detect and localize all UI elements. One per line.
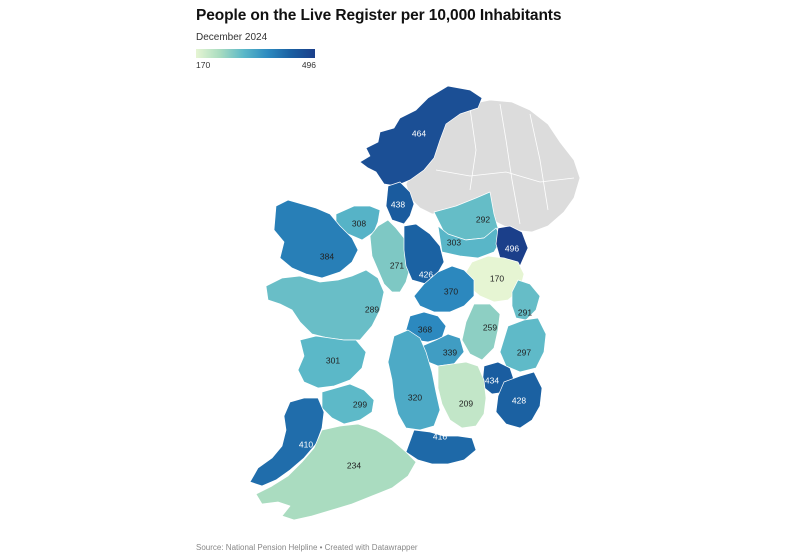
county-region <box>369 219 411 293</box>
county-region <box>499 317 547 373</box>
county-value-label: 426 <box>419 269 433 279</box>
northern-ireland-shape <box>405 99 581 233</box>
northern-ireland-region <box>405 99 581 233</box>
source-note: Source: National Pension Helpline • Crea… <box>196 543 418 552</box>
county-value-label: 299 <box>353 399 367 409</box>
county-value-label: 301 <box>326 355 340 365</box>
county-region <box>297 335 367 389</box>
county-value-label: 271 <box>390 260 404 270</box>
legend-max-label: 496 <box>301 60 316 70</box>
county-value-label: 289 <box>365 304 379 314</box>
ni-internal-borders <box>435 103 575 225</box>
map-title: People on the Live Register per 10,000 I… <box>196 7 562 24</box>
county-region <box>321 383 375 425</box>
county-value-label: 496 <box>505 243 519 253</box>
county-value-label: 464 <box>412 128 426 138</box>
county-region <box>495 371 543 429</box>
county-value-label: 438 <box>391 199 405 209</box>
county-value-label: 291 <box>518 307 532 317</box>
county-region <box>413 265 475 313</box>
county-value-label: 234 <box>347 460 361 470</box>
county-region <box>437 361 487 429</box>
county-value-label: 308 <box>352 218 366 228</box>
county-value-label: 292 <box>476 214 490 224</box>
color-legend: 170 496 <box>196 49 316 72</box>
county-value-label: 320 <box>408 392 422 402</box>
county-value-label: 370 <box>444 286 458 296</box>
county-region <box>405 429 477 465</box>
county-region <box>255 423 417 521</box>
county-region <box>265 269 385 341</box>
county-value-label: 416 <box>433 431 447 441</box>
county-value-label: 368 <box>418 324 432 334</box>
county-region <box>385 181 415 225</box>
county-region <box>461 303 501 361</box>
county-region <box>273 199 359 279</box>
county-region <box>387 329 441 431</box>
map-subtitle: December 2024 <box>196 32 268 43</box>
legend-gradient <box>196 49 315 58</box>
county-region <box>421 333 465 367</box>
county-value-label: 410 <box>299 439 313 449</box>
county-value-label: 209 <box>459 398 473 408</box>
county-region <box>359 85 483 187</box>
county-value-label: 297 <box>517 347 531 357</box>
legend-min-label: 170 <box>196 60 211 70</box>
county-value-label: 339 <box>443 347 457 357</box>
county-value-label: 384 <box>320 251 334 261</box>
county-value-label: 170 <box>490 273 504 283</box>
county-value-label: 259 <box>483 322 497 332</box>
county-value-label: 434 <box>485 375 499 385</box>
county-value-label: 303 <box>447 237 461 247</box>
county-region <box>249 397 325 487</box>
county-value-label: 428 <box>512 395 526 405</box>
